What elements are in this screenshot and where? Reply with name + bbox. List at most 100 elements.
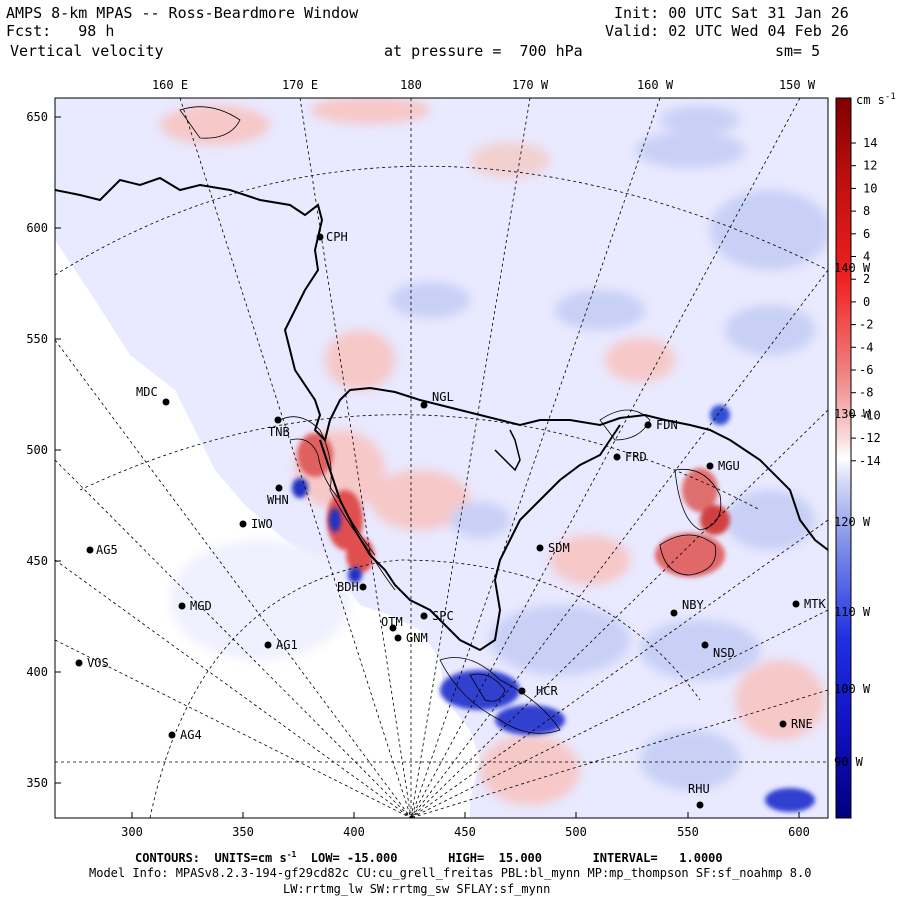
plot-area — [55, 98, 828, 818]
grounding-line — [494, 429, 521, 472]
station-label: MTK — [804, 597, 826, 611]
station-marker[interactable] — [275, 484, 283, 492]
colorbar-tick-label: 8 — [863, 204, 870, 218]
station-marker[interactable] — [420, 612, 428, 620]
station-label: AG1 — [276, 638, 298, 652]
station-label: GNM — [406, 631, 428, 645]
x-axis: 300 350 400 450 500 550 600 — [121, 812, 810, 839]
station-marker[interactable] — [613, 453, 621, 461]
latitude-circle — [79, 414, 761, 511]
station-marker[interactable] — [792, 600, 800, 608]
model-info: Model Info: MPASv8.2.3-194-gf29cd82c CU:… — [89, 866, 812, 880]
contour-units-exp: -1 — [286, 850, 297, 859]
station-label: NGL — [432, 390, 454, 404]
station-marker[interactable] — [701, 641, 709, 649]
meridian — [410, 269, 828, 818]
x-tick-label: 350 — [232, 825, 254, 839]
init-label: Init: — [614, 4, 660, 22]
station-label: VOS — [87, 656, 109, 670]
station-marker[interactable] — [239, 520, 247, 528]
valid-label: Valid: — [605, 22, 660, 40]
meridian — [410, 98, 661, 818]
meridian — [299, 98, 412, 818]
station-marker[interactable] — [389, 624, 397, 632]
station-marker[interactable] — [644, 421, 652, 429]
colorbar-tick-label: 6 — [863, 227, 870, 241]
init-time: 00 UTC Sat 31 Jan 26 — [668, 4, 849, 22]
colorbar-units-exp: -1 — [885, 92, 896, 102]
colorbar-scale — [835, 97, 852, 819]
station-label: MDC — [136, 385, 158, 399]
station-marker[interactable] — [168, 731, 176, 739]
station-marker[interactable] — [779, 720, 787, 728]
colorbar-units: cm s-1 — [856, 92, 896, 107]
right-lon-label: 90 W — [834, 755, 864, 769]
station-marker[interactable] — [316, 233, 324, 241]
right-lon-label: 110 W — [834, 605, 871, 619]
station-marker[interactable] — [670, 609, 678, 617]
station-marker[interactable] — [518, 687, 526, 695]
contour-units: CONTOURS: UNITS=cm s — [135, 851, 287, 865]
valid-time: 02 UTC Wed 04 Feb 26 — [668, 22, 849, 40]
pressure-level: at pressure = 700 hPa — [384, 42, 583, 60]
variable-name: Vertical velocity — [10, 42, 164, 60]
meridian — [410, 409, 828, 818]
colorbar-tick-label: 4 — [863, 250, 870, 264]
forecast-hour: 98 h — [78, 22, 115, 40]
meridian — [55, 639, 412, 818]
right-lon-label: 130 W — [834, 407, 871, 421]
station-label: CPH — [326, 230, 348, 244]
y-tick-label: 400 — [26, 665, 48, 679]
station-label: NBY — [682, 598, 704, 612]
top-longitude-labels: 160 E 170 E 180 170 W 160 W 150 W — [152, 78, 816, 92]
colorbar-tick-label: -8 — [859, 386, 873, 400]
y-tick-label: 550 — [26, 332, 48, 346]
model-info-radiation: LW:rrtmg_lw SW:rrtmg_sw SFLAY:sf_mynn — [283, 882, 551, 896]
colorbar-tick-label: -10 — [859, 408, 881, 422]
colorbar-tick-label: 12 — [863, 159, 877, 173]
meridian — [55, 559, 412, 818]
station-marker[interactable] — [162, 398, 170, 406]
latitude-circle — [55, 165, 828, 276]
top-lon-label: 180 — [400, 78, 422, 92]
station-marker[interactable] — [178, 602, 186, 610]
station-label: RNE — [791, 717, 813, 731]
x-tick-label: 450 — [454, 825, 476, 839]
y-tick-label: 500 — [26, 443, 48, 457]
station-marker[interactable] — [394, 634, 402, 642]
colorbar-tick-label: 14 — [863, 136, 877, 150]
top-lon-label: 160 E — [152, 78, 188, 92]
station-marker[interactable] — [706, 462, 714, 470]
station-marker[interactable] — [420, 401, 428, 409]
station-marker[interactable] — [274, 416, 282, 424]
station-marker[interactable] — [359, 583, 367, 591]
station-marker[interactable] — [696, 801, 704, 809]
colorbar-tick-label: -14 — [859, 454, 881, 468]
station-marker[interactable] — [86, 546, 94, 554]
station-label: IWO — [251, 517, 273, 531]
right-longitude-labels: 140 W 130 W 120 W 110 W 100 W 90 W — [834, 261, 871, 769]
colorbar-tick-label: 10 — [863, 181, 877, 195]
ocean-region — [55, 240, 480, 818]
colorbar-tick-label: 2 — [863, 272, 870, 286]
station-label: NSD — [713, 646, 735, 660]
init-time-line: Init: 00 UTC Sat 31 Jan 26 — [614, 4, 849, 22]
station-marker[interactable] — [75, 659, 83, 667]
colorbar-units-text: cm s — [856, 93, 885, 107]
y-tick-label: 650 — [26, 110, 48, 124]
station-label: MGD — [190, 599, 212, 613]
ross-ice-shelf-edge — [319, 424, 621, 652]
station-marker[interactable] — [264, 641, 272, 649]
y-tick-label: 450 — [26, 554, 48, 568]
coastline — [55, 176, 828, 551]
station-label: AG5 — [96, 543, 118, 557]
top-lon-label: 170 W — [512, 78, 549, 92]
station-marker[interactable] — [536, 544, 544, 552]
forecast-label: Fcst: 98 h — [6, 22, 114, 40]
smoothing-value: sm= 5 — [775, 42, 821, 60]
meridian — [179, 98, 412, 818]
meridian — [410, 98, 801, 818]
top-lon-label: 160 W — [637, 78, 674, 92]
station-label: SPC — [432, 609, 454, 623]
